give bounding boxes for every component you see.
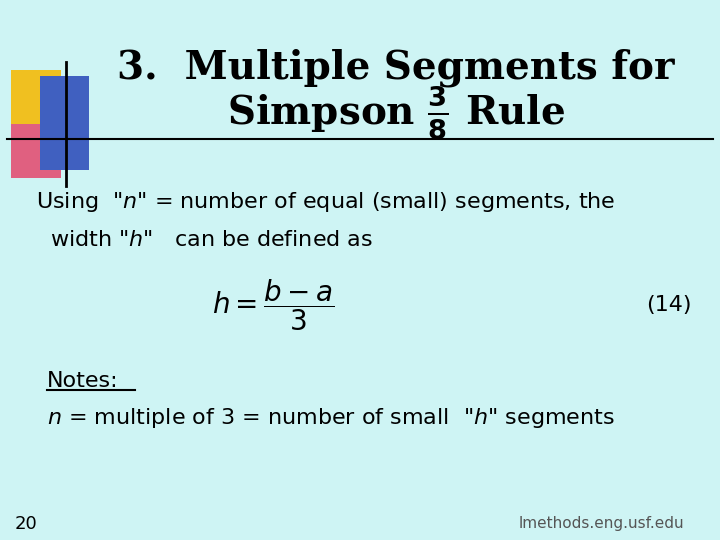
- Text: (14): (14): [646, 295, 691, 315]
- Text: $h = \dfrac{b - a}{3}$: $h = \dfrac{b - a}{3}$: [212, 277, 335, 333]
- Text: Using  "$n$" = number of equal (small) segments, the: Using "$n$" = number of equal (small) se…: [36, 191, 616, 214]
- Text: lmethods.eng.usf.edu: lmethods.eng.usf.edu: [518, 516, 684, 531]
- Text: Notes:: Notes:: [47, 370, 118, 391]
- Text: Simpson $\mathbf{\frac{3}{8}}$ Rule: Simpson $\mathbf{\frac{3}{8}}$ Rule: [227, 84, 565, 143]
- Text: width "$h$"   can be defined as: width "$h$" can be defined as: [50, 230, 374, 251]
- Text: $\mathit{n}$ = multiple of 3 = number of small  "$h$" segments: $\mathit{n}$ = multiple of 3 = number of…: [47, 407, 615, 430]
- Bar: [11, 70, 61, 124]
- Bar: [11, 124, 61, 178]
- Text: 3.  Multiple Segments for: 3. Multiple Segments for: [117, 48, 675, 87]
- Text: 20: 20: [14, 515, 37, 533]
- Bar: [40, 76, 89, 170]
